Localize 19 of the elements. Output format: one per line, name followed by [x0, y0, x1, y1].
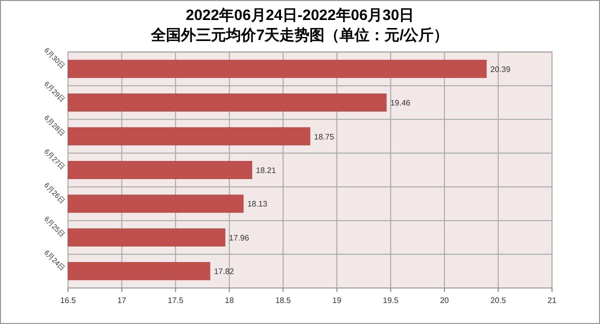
x-tick-label: 19 [332, 296, 342, 305]
data-label: 18.13 [247, 200, 268, 209]
x-tick-label: 19.5 [382, 296, 399, 305]
data-label: 18.21 [256, 166, 276, 175]
x-tick-label: 20 [440, 296, 450, 305]
x-tick-label: 16.5 [60, 296, 76, 305]
data-label: 18.75 [314, 132, 335, 142]
chart-subtitle: 全国外三元均价7天走势图（单位：元/公斤） [150, 27, 449, 44]
x-tick-label: 20.5 [490, 296, 507, 305]
data-label: 17.82 [214, 267, 235, 276]
x-tick-label: 18.5 [275, 296, 292, 305]
data-label: 17.96 [229, 233, 250, 242]
x-tick-label: 21 [548, 296, 557, 305]
x-tick-label: 17.5 [168, 296, 184, 305]
x-tick-label: 17 [117, 296, 127, 305]
chart-title: 2022年06月24日-2022年06月30日 [186, 7, 414, 24]
data-label: 20.39 [490, 64, 511, 74]
x-tick-label: 18 [224, 296, 234, 305]
data-label: 19.46 [390, 98, 411, 108]
